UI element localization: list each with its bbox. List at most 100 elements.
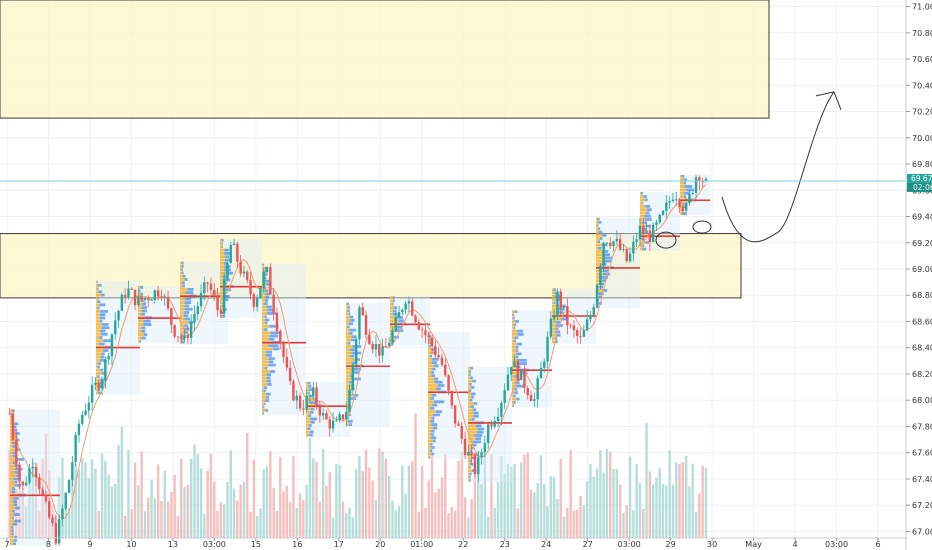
- volume-bar: [665, 485, 668, 538]
- candle-body: [595, 285, 599, 308]
- profile-row-up: [96, 316, 100, 320]
- profile-row-down: [143, 319, 151, 323]
- candle-body: [213, 289, 216, 297]
- profile-row-down: [181, 261, 184, 265]
- candle-body: [328, 419, 331, 429]
- volume-bar: [510, 466, 513, 538]
- profile-row-up: [346, 377, 353, 381]
- candle-body: [609, 242, 612, 246]
- volume-bar: [470, 498, 473, 538]
- candle-body: [576, 330, 579, 336]
- profile-row-down: [431, 371, 434, 374]
- profile-row-up: [262, 389, 264, 393]
- volume-bars: [8, 413, 708, 538]
- candle-body: [490, 424, 493, 427]
- projected-path-arrow: [721, 91, 835, 243]
- profile-row-down: [269, 334, 278, 338]
- candle-body: [618, 238, 622, 250]
- profile-row-down: [431, 374, 435, 378]
- volume-bar: [173, 474, 176, 538]
- volume-bar: [312, 458, 315, 538]
- candle-body: [28, 468, 31, 483]
- candle-body: [41, 489, 44, 495]
- candle-body: [519, 370, 523, 380]
- profile-row-up: [96, 319, 101, 323]
- profile-row-down: [602, 279, 607, 283]
- profile-row-down: [222, 275, 228, 278]
- candle-body: [156, 290, 160, 297]
- profile-row-up: [512, 333, 518, 336]
- price-axis[interactable]: 67.000 67.200 67.400 67.600 67.800 68.000 68.2…: [905, 0, 932, 550]
- volume-bar: [450, 507, 454, 538]
- profile-row-down: [263, 402, 266, 406]
- profile-row-up: [138, 319, 144, 323]
- profile-row-up: [138, 323, 144, 326]
- y-tick-label: 67.800: [912, 422, 932, 431]
- profile-row-up: [262, 373, 267, 377]
- profile-row-up: [680, 195, 684, 199]
- profile-row-down: [514, 388, 518, 391]
- candle-body: [318, 404, 322, 416]
- candle-body: [315, 387, 318, 405]
- profile-row-down: [264, 315, 267, 318]
- y-tick-label: 70.800: [912, 29, 932, 38]
- profile-row-down: [473, 411, 479, 415]
- profile-row-up: [468, 405, 471, 409]
- profile-row-down: [268, 363, 276, 367]
- profile-row-up: [512, 316, 514, 320]
- profile-row-up: [512, 375, 515, 378]
- x-tick-label: 13: [168, 540, 178, 549]
- profile-row-up: [96, 336, 100, 339]
- annotation-ellipse: [692, 220, 712, 234]
- time-axis[interactable]: 7 8 9 10 13 03:00 15 16 17 20 01:00 22 23 24 27 03:00 29…: [0, 537, 906, 549]
- profile-row-down: [348, 306, 350, 309]
- candle-body: [411, 301, 414, 316]
- profile-row-up: [96, 323, 103, 326]
- volume-bar: [100, 453, 104, 538]
- profile-row-down: [267, 383, 272, 386]
- profile-row-down: [352, 335, 357, 339]
- y-tick-label: 70.000: [912, 134, 932, 143]
- profile-row-down: [516, 397, 520, 401]
- candle-body: [295, 395, 298, 401]
- candle-body: [229, 245, 232, 264]
- candle-body: [602, 242, 605, 266]
- profile-row-down: [99, 358, 105, 362]
- profile-row-up: [262, 312, 268, 315]
- candle-body: [137, 296, 140, 306]
- profile-row-down: [16, 438, 20, 442]
- profile-row-down: [349, 315, 354, 319]
- candle-body: [236, 243, 239, 262]
- profile-row-up: [428, 371, 432, 374]
- candle-body: [635, 239, 638, 242]
- profile-row-up: [468, 373, 469, 377]
- profile-row-down: [516, 329, 524, 333]
- profile-row-up: [96, 310, 101, 313]
- profile-row-up: [96, 342, 100, 346]
- profile-row-down: [184, 317, 191, 321]
- candle-body: [678, 199, 681, 208]
- profile-row-up: [96, 283, 99, 287]
- profile-row-down: [97, 365, 100, 369]
- volume-bar: [209, 453, 213, 538]
- profile-row-up: [346, 338, 351, 342]
- profile-row-down: [307, 427, 311, 431]
- candle-body: [684, 202, 688, 211]
- profile-row-down: [138, 289, 141, 293]
- profile-row-down: [430, 442, 433, 446]
- profile-row-down: [347, 325, 350, 329]
- x-tick-label: 10: [126, 540, 136, 549]
- profile-row-down: [431, 416, 435, 420]
- profile-row-up: [390, 316, 396, 319]
- profile-row-up: [220, 238, 222, 242]
- profile-row-up: [428, 348, 433, 351]
- candle-body: [543, 361, 546, 368]
- volume-bar: [500, 456, 503, 538]
- profile-row-up: [220, 248, 225, 252]
- volume-bar: [143, 511, 147, 538]
- x-tick-label: 9: [87, 540, 92, 549]
- candle-body: [364, 315, 368, 335]
- profile-row-up: [306, 391, 309, 395]
- profile-row-down: [222, 304, 224, 308]
